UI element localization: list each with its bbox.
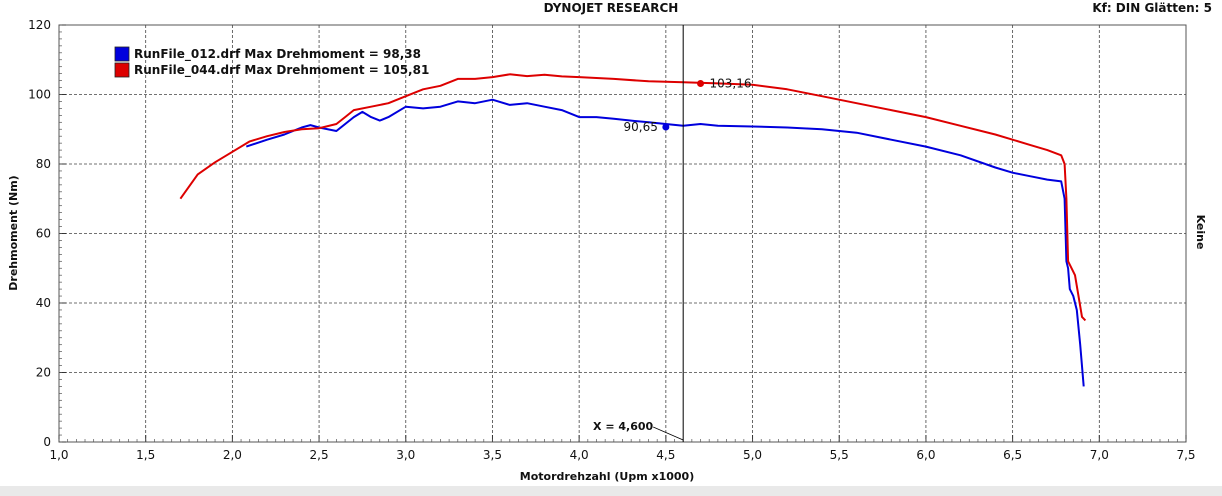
series-marker-2[interactable] [697,80,705,88]
x-tick-label: 1,5 [136,448,155,462]
right-panel-label: Keine [1194,215,1207,250]
y-tick-label: 40 [36,296,51,310]
x-tick-label: 7,0 [1090,448,1109,462]
x-axis-label: Motordrehzahl (Upm x1000) [520,470,694,483]
x-axis-ticks: 1,0 1,5 2,0 2,5 3,0 3,5 4,0 4,5 5,0 5,5 6,0 6,5 7,0 7… [49,435,1196,462]
y-tick-label: 60 [36,227,51,241]
x-tick-label: 1,0 [49,448,68,462]
x-tick-label: 6,5 [1003,448,1022,462]
chart-title: DYNOJET RESEARCH [543,1,679,15]
x-tick-label: 4,0 [570,448,589,462]
x-tick-label: 3,5 [483,448,502,462]
legend-label-2: RunFile_044.drf Max Drehmoment = 105,81 [134,63,429,78]
series-marker-label-2: 103,16 [710,77,752,91]
x-tick-label: 7,5 [1176,448,1195,462]
y-tick-label: 120 [28,18,51,32]
x-tick-label: 3,0 [396,448,415,462]
y-tick-label: 20 [36,366,51,380]
y-tick-label: 80 [36,157,51,171]
status-strip [0,486,1222,496]
series-line-2[interactable] [179,73,1087,322]
x-tick-label: 5,0 [743,448,762,462]
series-marker-label-1: 90,65 [623,120,657,134]
settings-readout: Kf: DIN Glätten: 5 [1092,1,1212,15]
legend-label-1: RunFile_012.drf Max Drehmoment = 98,38 [134,47,421,62]
legend-swatch-2 [114,62,130,78]
series-line-1[interactable] [245,98,1085,387]
y-axis-label: Drehmoment (Nm) [7,175,20,290]
series-marker-1[interactable] [662,123,670,131]
grid-lines [59,25,1186,442]
cursor-leader [653,426,684,441]
y-axis-ticks: 0 20 40 60 80 100 120 [28,18,66,449]
y-tick-label: 100 [28,88,51,102]
cursor-label: X = 4,600 [593,420,653,433]
y-tick-label: 0 [43,435,51,449]
series-lines [179,73,1087,387]
legend: RunFile_012.drf Max Drehmoment = 98,38Ru… [114,46,429,78]
x-tick-label: 4,5 [656,448,675,462]
x-tick-label: 2,5 [310,448,329,462]
legend-swatch-1 [114,46,130,62]
series-markers: 90,65 103,16 [623,77,751,134]
x-tick-label: 5,5 [830,448,849,462]
x-tick-label: 6,0 [916,448,935,462]
x-tick-label: 2,0 [223,448,242,462]
